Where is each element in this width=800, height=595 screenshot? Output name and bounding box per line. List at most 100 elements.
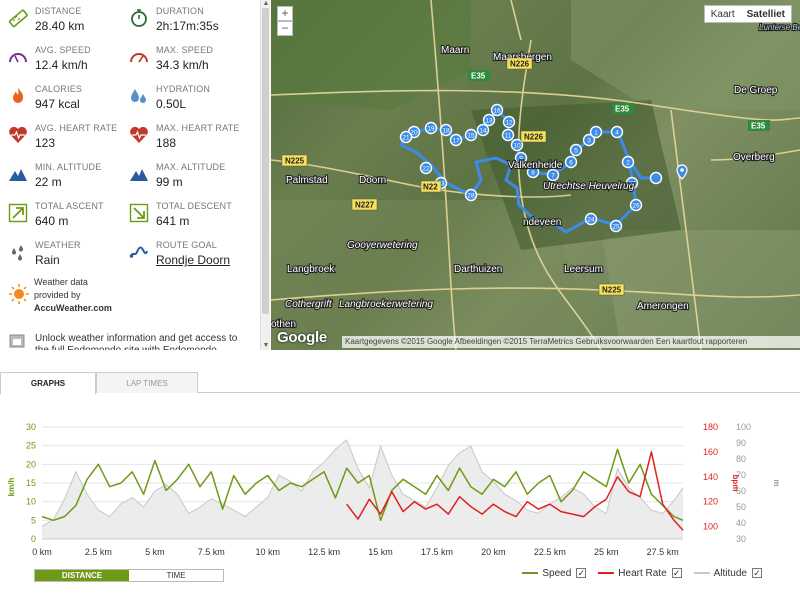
route-marker-label: 17 <box>452 138 460 145</box>
place-label: Langbroekerwetering <box>339 299 433 310</box>
route-marker[interactable]: 22 <box>419 161 433 175</box>
route-marker[interactable]: 12 <box>502 115 516 129</box>
x-tick: 27.5 km <box>647 547 679 557</box>
place-label: ndeveen <box>523 217 561 228</box>
route-marker[interactable]: 3 <box>582 133 596 147</box>
route-marker[interactable]: 21 <box>399 130 413 144</box>
road-shield-label: N226 <box>510 60 530 69</box>
x-tick: 20 km <box>481 547 506 557</box>
route-marker-dot <box>582 133 596 147</box>
legend-heart-rate: Heart Rate ✓ <box>598 566 682 580</box>
route-marker[interactable]: 1 <box>589 125 603 139</box>
route-marker[interactable]: 4 <box>610 125 624 139</box>
road-shield-label: N22 <box>423 183 438 192</box>
map-type-satellite-button[interactable]: Satelliet <box>746 9 785 20</box>
route-marker-dot <box>424 121 438 135</box>
route-marker[interactable]: 16 <box>490 103 504 117</box>
route-marker[interactable]: 13 <box>482 113 496 127</box>
route-marker[interactable]: 25 <box>609 219 623 233</box>
zoom-out-button[interactable]: − <box>277 21 293 36</box>
route-marker[interactable]: 18 <box>439 123 453 137</box>
route-marker[interactable]: 19 <box>424 121 438 135</box>
scroll-thumb[interactable] <box>262 8 269 314</box>
toggle-distance-button[interactable]: DISTANCE <box>35 570 129 581</box>
heart-rate-checkbox[interactable]: ✓ <box>671 568 682 578</box>
place-label: Overberg <box>733 152 775 163</box>
route-marker[interactable]: 26 <box>629 198 643 212</box>
x-tick: 7.5 km <box>198 547 225 557</box>
route-marker[interactable]: 5 <box>569 143 583 157</box>
mountain-peak-icon <box>130 169 148 181</box>
road-shields: N226 N226 N225 N225 N227 N22 E35 E35 E35 <box>281 57 770 296</box>
route-marker[interactable]: 11 <box>501 128 515 142</box>
route-marker-dot <box>510 138 524 152</box>
workout-chart[interactable]: 0 5 10 15 20 25 30 100 120 140 160 180 30 40 50 60 70 80 9… <box>0 415 800 565</box>
route-marker[interactable]: 28 <box>464 188 478 202</box>
road-shield-label: E35 <box>751 122 766 131</box>
route-map[interactable]: 4 2 27 26 25 24 5 3 1 6 7 8 9 10 11 12 16 13 14 15 17 18 19 20 2… <box>271 0 800 350</box>
rain-icon <box>12 245 23 261</box>
map-type-kaart-button[interactable]: Kaart <box>710 9 735 20</box>
place-label: De Groep <box>734 85 778 96</box>
altitude-checkbox[interactable]: ✓ <box>752 568 762 578</box>
route-marker-dot <box>621 155 635 169</box>
stat-value: 123 <box>35 136 56 150</box>
route-marker-dot <box>629 198 643 212</box>
toggle-time-button[interactable]: TIME <box>129 570 223 581</box>
tab-lap-times[interactable]: LAP TIMES <box>96 372 198 393</box>
route-marker[interactable] <box>649 171 663 185</box>
stat-value: 640 m <box>35 214 69 228</box>
stat-avg-speed: AVG. SPEED 12.4 km/h <box>0 39 125 75</box>
route-marker[interactable]: 17 <box>449 133 463 147</box>
weather-credit-line1: Weather data <box>34 277 88 287</box>
stat-route-goal[interactable]: ROUTE GOAL Rondje Doorn <box>121 234 246 270</box>
route-marker-label: 9 <box>519 156 523 163</box>
road-shield-label: N225 <box>602 286 622 295</box>
stats-scrollbar[interactable]: ▲ ▼ <box>260 0 270 350</box>
route-marker[interactable]: 9 <box>514 151 528 165</box>
scroll-down-arrow-icon[interactable]: ▼ <box>262 342 270 349</box>
route-icon <box>129 246 148 258</box>
place-label: Lunterse Beek <box>759 23 800 32</box>
route-goal-link[interactable]: Rondje Doorn <box>156 253 231 267</box>
stat-label: AVG. HEART RATE <box>35 123 118 133</box>
legend-label: Altitude <box>713 567 747 579</box>
zoom-in-button[interactable]: + <box>277 6 293 21</box>
route-marker[interactable]: 15 <box>464 128 478 142</box>
route-marker-dot <box>501 128 515 142</box>
route-marker[interactable]: 8 <box>526 165 540 179</box>
stat-calories: CALORIES 947 kcal <box>0 78 125 114</box>
finish-pin-icon[interactable] <box>676 164 688 180</box>
y-right-m-tick: 30 <box>736 534 746 544</box>
stat-value: Rain <box>35 253 60 267</box>
road-shield-label: E35 <box>471 72 486 81</box>
route-marker[interactable]: 27 <box>625 176 639 190</box>
stat-distance: DISTANCE 28.40 km <box>0 0 125 36</box>
chart-series <box>41 438 684 539</box>
weather-credit: Weather data provided by AccuWeather.com <box>0 276 130 320</box>
route-marker[interactable]: 14 <box>476 123 490 137</box>
route-marker[interactable]: 7 <box>546 168 560 182</box>
stats-panel: DISTANCE 28.40 km DURATION 2h:17m:35s AV… <box>0 0 260 350</box>
arrow-down-right-icon <box>129 203 149 223</box>
map-attribution[interactable]: Kaartgegevens ©2015 Google Afbeeldingen … <box>342 336 800 348</box>
unlock-banner[interactable]: Unlock weather information and get acces… <box>0 330 260 350</box>
stat-value: 12.4 km/h <box>35 58 88 72</box>
route-marker[interactable]: 2 <box>621 155 635 169</box>
route-marker[interactable]: 24 <box>584 212 598 226</box>
route-marker[interactable]: 10 <box>510 138 524 152</box>
accuweather-brand[interactable]: AccuWeather.com <box>34 303 112 313</box>
chart-legend: Speed ✓ Heart Rate ✓ Altitude ✓ <box>510 566 762 580</box>
route-marker-dot <box>464 128 478 142</box>
tab-graphs[interactable]: GRAPHS <box>0 372 96 394</box>
stat-value: 2h:17m:35s <box>156 19 219 33</box>
x-tick: 2.5 km <box>85 547 112 557</box>
legend-swatch <box>522 572 539 574</box>
scroll-up-arrow-icon[interactable]: ▲ <box>262 0 270 7</box>
y-right-m-tick: 70 <box>736 470 746 480</box>
stat-label: HYDRATION <box>156 84 211 94</box>
y-left-tick: 20 <box>26 459 36 469</box>
mountain-icon <box>9 169 27 181</box>
route-marker[interactable]: 6 <box>564 155 578 169</box>
speed-checkbox[interactable]: ✓ <box>576 568 587 578</box>
